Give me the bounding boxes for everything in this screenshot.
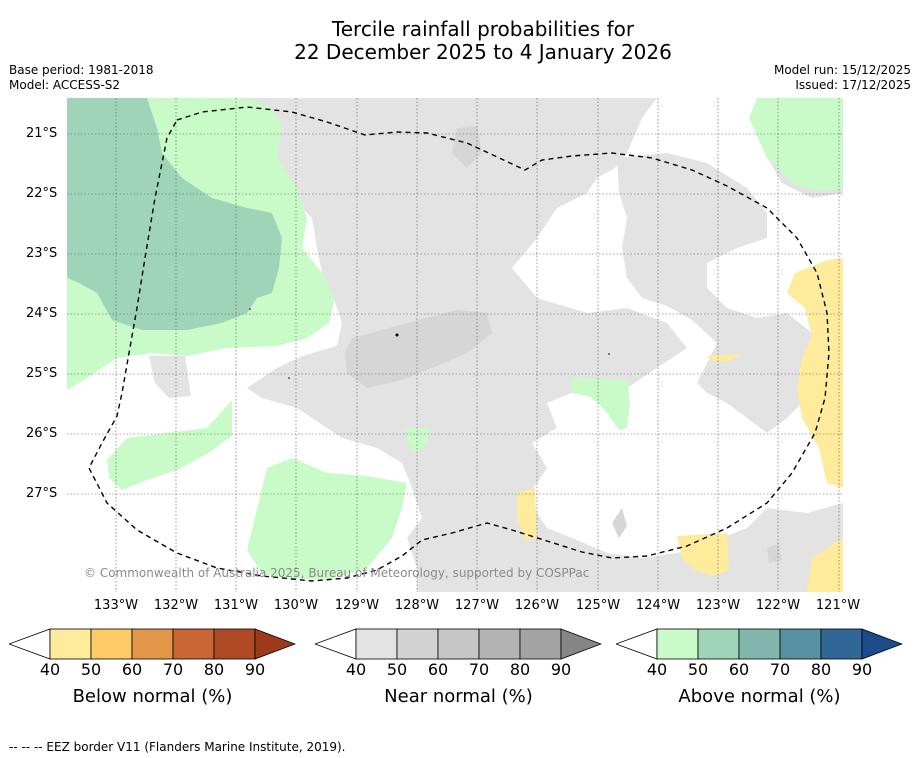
- island-marker: [249, 308, 251, 310]
- colorbar-tick: 40: [646, 660, 668, 679]
- model-run: Model run: 15/12/2025: [773, 63, 911, 77]
- colorbar-segment: [779, 628, 822, 660]
- lon-label: 123°W: [695, 598, 741, 613]
- colorbar-tick: 80: [203, 660, 225, 679]
- lon-label: 132°W: [153, 598, 199, 613]
- colorbar-segment: [355, 628, 398, 660]
- colorbar-tick: 80: [810, 660, 832, 679]
- colorbar-segment: [478, 628, 521, 660]
- island-marker: [288, 377, 290, 379]
- lat-label: 21°S: [26, 126, 58, 141]
- colorbar-above-normal: [616, 628, 903, 660]
- colorbar-tick: 90: [851, 660, 873, 679]
- lon-label: 124°W: [635, 598, 681, 613]
- colorbar-segment: [49, 628, 92, 660]
- map-title: Tercile rainfall probabilities for 22 De…: [0, 18, 919, 64]
- eez-legend-note: -- -- -- EEZ border V11 (Flanders Marine…: [9, 740, 346, 754]
- colorbar-tick: 50: [687, 660, 709, 679]
- colorbar-tick: 70: [468, 660, 490, 679]
- eez-border: [88, 106, 830, 582]
- lat-label: 25°S: [26, 366, 58, 381]
- colorbar-below-normal: [9, 628, 296, 660]
- colorbar-segment: [396, 628, 439, 660]
- colorbar-segment: [861, 628, 903, 660]
- colorbar-segment: [213, 628, 256, 660]
- lon-label: 129°W: [334, 598, 380, 613]
- lon-label: 130°W: [273, 598, 319, 613]
- colorbar-segment: [315, 628, 357, 660]
- copyright-notice: © Commonwealth of Australia 2025, Bureau…: [84, 566, 590, 580]
- colorbar-tick: 90: [550, 660, 572, 679]
- lat-label: 23°S: [26, 246, 58, 261]
- lon-label: 128°W: [394, 598, 440, 613]
- probability-map: [67, 98, 843, 592]
- colorbar-segment: [820, 628, 863, 660]
- colorbar-segment: [519, 628, 562, 660]
- colorbar-tick: 50: [80, 660, 102, 679]
- model-info: Base period: 1981-2018 Model: ACCESS-S2: [9, 63, 154, 93]
- colorbar-segment: [697, 628, 740, 660]
- run-info: Model run: 15/12/2025 Issued: 17/12/2025: [774, 63, 911, 93]
- colorbar-segment: [656, 628, 699, 660]
- colorbar-tick: 80: [509, 660, 531, 679]
- lon-label: 121°W: [815, 598, 861, 613]
- title-line-1: Tercile rainfall probabilities for: [331, 17, 635, 41]
- colorbar-segment: [90, 628, 133, 660]
- colorbar-tick: 40: [345, 660, 367, 679]
- lon-label: 125°W: [575, 598, 621, 613]
- lat-label: 27°S: [26, 486, 58, 501]
- colorbar-segment: [437, 628, 480, 660]
- colorbar-segment: [9, 628, 51, 660]
- above-normal-regions: [67, 98, 843, 580]
- colorbar-tick: 90: [244, 660, 266, 679]
- colorbar-tick: 50: [386, 660, 408, 679]
- colorbar-segment: [131, 628, 174, 660]
- colorbar-segment: [738, 628, 781, 660]
- model-name: Model: ACCESS-S2: [9, 78, 121, 92]
- colorbar-label-below: Below normal (%): [72, 686, 233, 707]
- colorbar-near-normal: [315, 628, 602, 660]
- colorbar-segment: [254, 628, 296, 660]
- island-marker: [395, 333, 399, 337]
- lat-label: 24°S: [26, 306, 58, 321]
- colorbar-tick: 60: [427, 660, 449, 679]
- colorbar-segment: [616, 628, 658, 660]
- colorbar-segment: [172, 628, 215, 660]
- lon-label: 122°W: [755, 598, 801, 613]
- below-normal-regions: [517, 258, 843, 592]
- colorbar-tick: 60: [728, 660, 750, 679]
- colorbar-tick: 70: [769, 660, 791, 679]
- base-period: Base period: 1981-2018: [9, 63, 154, 77]
- lat-label: 22°S: [26, 186, 58, 201]
- title-line-2: 22 December 2025 to 4 January 2026: [294, 40, 672, 64]
- lat-label: 26°S: [26, 426, 58, 441]
- colorbar-label-above: Above normal (%): [678, 686, 841, 707]
- lon-label: 131°W: [213, 598, 259, 613]
- colorbar-label-near: Near normal (%): [384, 686, 533, 707]
- lon-label: 126°W: [514, 598, 560, 613]
- near-normal-50-regions: [345, 126, 782, 563]
- colorbar-tick: 40: [39, 660, 61, 679]
- colorbar-tick: 70: [162, 660, 184, 679]
- issued-date: Issued: 17/12/2025: [795, 78, 911, 92]
- lon-label: 133°W: [93, 598, 139, 613]
- colorbar-segment: [560, 628, 602, 660]
- lon-label: 127°W: [454, 598, 500, 613]
- colorbar-tick: 60: [121, 660, 143, 679]
- island-marker: [608, 353, 610, 355]
